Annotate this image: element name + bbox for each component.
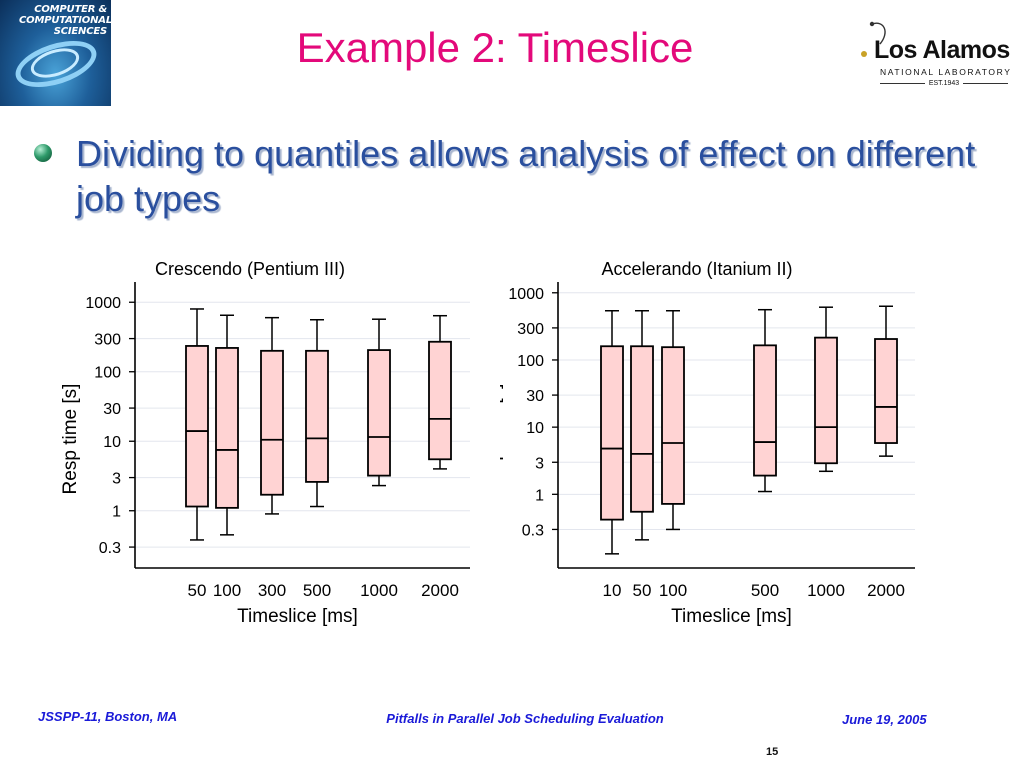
y-tick-label: 300 <box>517 321 544 338</box>
box-300 <box>260 349 284 496</box>
box-500 <box>305 349 329 483</box>
x-tick-label: 100 <box>659 581 687 600</box>
y-tick-label: 300 <box>94 332 121 349</box>
y-tick-label: 0.3 <box>522 522 544 539</box>
box-100 <box>661 346 685 505</box>
chart-title: Crescendo (Pentium III) <box>155 259 345 279</box>
page-number: 15 <box>766 746 779 758</box>
bullet-sphere-icon <box>34 144 52 162</box>
x-tick-label: 500 <box>751 581 779 600</box>
footer-conference: JSSPP-11, Boston, MA <box>38 709 178 724</box>
y-tick-label: 1 <box>112 504 121 521</box>
box-1000 <box>367 349 391 477</box>
x-axis-label: Timeslice [ms] <box>671 606 792 627</box>
y-tick-label: 100 <box>517 353 544 370</box>
atom-orbit-icon <box>861 21 886 57</box>
y-tick-label: 0.3 <box>99 540 121 557</box>
accelerando-boxplot-chart: 0.3 1 3 10 30 100 300 1000 10 50 100 500 1000 2000 Acc… <box>500 259 915 627</box>
chart-title: Accelerando (Itanium II) <box>601 259 792 279</box>
box-2000 <box>428 340 452 461</box>
box-50 <box>185 345 209 508</box>
x-tick-label: 1000 <box>807 581 845 600</box>
crescendo-boxplot-chart: 0.3 1 3 10 30 100 300 1000 50 100 300 500 1000 2000 Cr… <box>60 259 470 627</box>
slide-title: Example 2: Timeslice <box>296 24 694 71</box>
lanl-established: EST.1943 <box>880 80 1009 87</box>
y-tick-label: 100 <box>94 365 121 382</box>
x-tick-label: 2000 <box>421 581 459 600</box>
y-tick-label: 10 <box>526 420 544 437</box>
x-tick-label: 50 <box>188 581 207 600</box>
box-10 <box>600 345 624 521</box>
computer-computational-sciences-logo: COMPUTER & COMPUTATIONAL SCIENCES <box>0 0 111 106</box>
x-tick-label: 10 <box>603 581 622 600</box>
los-alamos-logo: Los Alamos NATIONAL LABORATORY EST.1943 <box>846 18 1016 94</box>
x-tick-label: 500 <box>303 581 331 600</box>
lanl-established-text: EST.1943 <box>928 80 960 87</box>
y-tick-label: 3 <box>112 471 121 488</box>
x-tick-label: 50 <box>633 581 652 600</box>
box-2000 <box>874 338 898 444</box>
x-axis-label: Timeslice [ms] <box>237 606 358 627</box>
y-tick-label: 1000 <box>85 295 121 312</box>
y-tick-label: 30 <box>526 388 544 405</box>
x-tick-label: 1000 <box>360 581 398 600</box>
ccs-logo-text: COMPUTER & COMPUTATIONAL SCIENCES <box>19 4 111 37</box>
box-500 <box>753 344 777 477</box>
y-tick-label: 1 <box>535 487 544 504</box>
x-tick-label: 100 <box>213 581 241 600</box>
box-1000 <box>814 336 838 465</box>
bullet-text: Dividing to quantiles allows analysis of… <box>76 133 976 219</box>
lanl-name: Los Alamos <box>874 36 1010 64</box>
y-tick-label: 30 <box>103 401 121 418</box>
y-tick-label: 1000 <box>508 286 544 303</box>
y-axis-label: Resp time [s] <box>60 384 81 495</box>
x-tick-label: 2000 <box>867 581 905 600</box>
box-100 <box>215 347 239 509</box>
footer-date: June 19, 2005 <box>842 712 927 727</box>
x-tick-label: 300 <box>258 581 286 600</box>
footer-talk-title: Pitfalls in Parallel Job Scheduling Eval… <box>386 711 664 726</box>
y-tick-label: 10 <box>103 434 121 451</box>
lanl-subtitle: NATIONAL LABORATORY <box>880 67 1012 77</box>
box-50 <box>630 345 654 513</box>
y-axis-label: Resp time [s] <box>500 384 504 495</box>
y-tick-label: 3 <box>535 455 544 472</box>
